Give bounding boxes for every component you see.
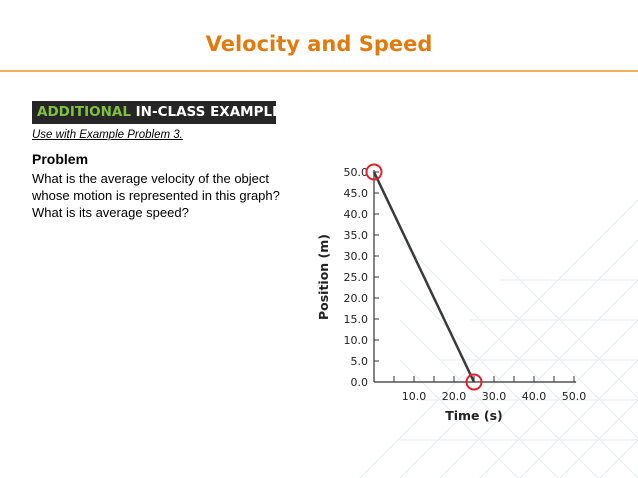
y-tick-label: 25.0 — [344, 271, 369, 284]
position-line — [372, 171, 476, 383]
x-tick-label: 50.0 — [562, 390, 587, 403]
example-banner: ADDITIONAL IN-CLASS EXAMPLE — [32, 101, 276, 124]
y-tick-label: 45.0 — [344, 187, 369, 200]
problem-heading: Problem — [32, 151, 89, 167]
highlight-circle — [365, 163, 383, 181]
y-axis-label: Position (m) — [316, 234, 331, 320]
x-tick-label: 10.0 — [402, 390, 427, 403]
slide-title: Velocity and Speed — [205, 32, 433, 56]
banner-text: IN-CLASS EXAMPLE — [135, 104, 276, 120]
banner-accent-text: ADDITIONAL — [37, 104, 131, 120]
y-tick-label: 15.0 — [344, 313, 369, 326]
y-tick-label: 50.0 — [344, 166, 369, 179]
position-time-chart: 0.0 5.0 10.0 15.0 20.0 25.0 30.0 35.0 40.0 45.0 50… — [316, 163, 587, 423]
y-tick-label: 5.0 — [351, 355, 369, 368]
y-tick-label: 40.0 — [344, 208, 369, 221]
title-divider — [0, 70, 638, 72]
y-tick-label: 30.0 — [344, 250, 369, 263]
y-tick-label: 10.0 — [344, 334, 369, 347]
use-with-note: Use with Example Problem 3. — [32, 129, 183, 141]
x-tick-label: 30.0 — [482, 390, 507, 403]
y-tick-label: 0.0 — [351, 376, 369, 389]
x-tick-label: 40.0 — [522, 390, 547, 403]
y-tick-label: 20.0 — [344, 292, 369, 305]
y-tick-label: 35.0 — [344, 229, 369, 242]
problem-text: What is the average velocity of the obje… — [32, 171, 280, 220]
highlight-circle — [465, 373, 483, 391]
x-tick-label: 20.0 — [442, 390, 467, 403]
x-axis-label: Time (s) — [445, 408, 503, 423]
